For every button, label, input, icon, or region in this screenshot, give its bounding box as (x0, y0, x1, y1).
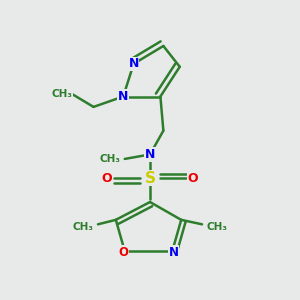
Text: CH₃: CH₃ (206, 222, 227, 232)
Text: N: N (118, 90, 128, 103)
Text: N: N (128, 57, 139, 70)
Text: CH₃: CH₃ (99, 154, 120, 164)
Text: N: N (169, 246, 179, 259)
Text: N: N (118, 90, 128, 103)
Text: N: N (145, 148, 155, 161)
Text: S: S (145, 171, 155, 186)
Text: CH₃: CH₃ (73, 222, 94, 232)
Text: CH₃: CH₃ (52, 88, 73, 98)
Text: O: O (188, 172, 198, 185)
Text: O: O (118, 246, 128, 259)
Text: N: N (128, 57, 139, 70)
Text: CH₃: CH₃ (52, 88, 73, 98)
Text: CH₃: CH₃ (73, 222, 94, 232)
Text: S: S (145, 171, 155, 186)
Text: CH₃: CH₃ (206, 222, 227, 232)
Text: CH₃: CH₃ (99, 154, 120, 164)
Text: N: N (145, 148, 155, 161)
Text: O: O (118, 246, 128, 259)
Text: N: N (169, 246, 179, 259)
Text: O: O (188, 172, 198, 185)
Text: O: O (102, 172, 112, 185)
Text: O: O (102, 172, 112, 185)
